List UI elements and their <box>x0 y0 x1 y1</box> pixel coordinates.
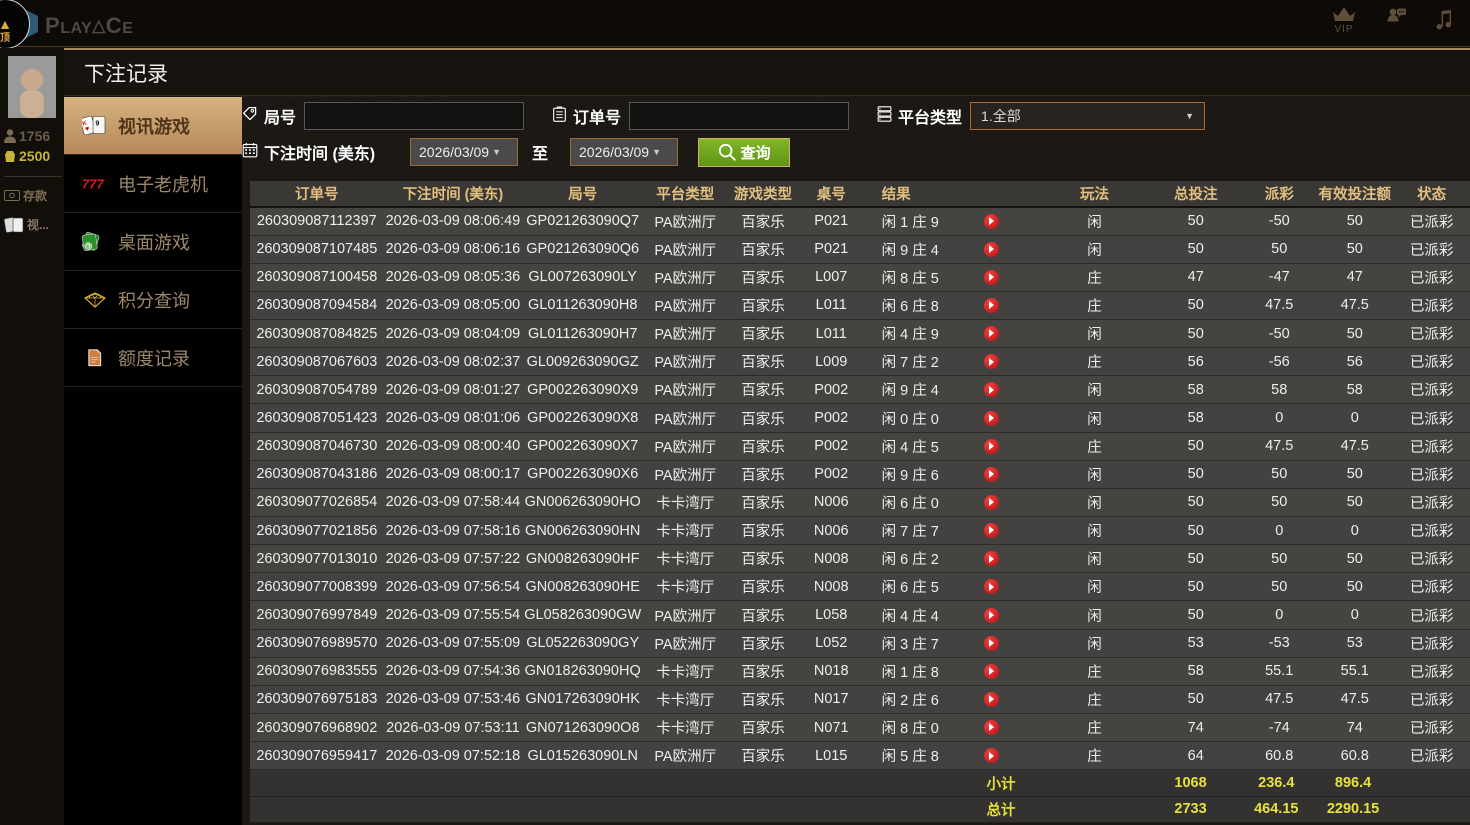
svg-text:$: $ <box>87 244 89 248</box>
svg-text:9: 9 <box>95 118 99 127</box>
svg-text:777: 777 <box>82 176 104 191</box>
